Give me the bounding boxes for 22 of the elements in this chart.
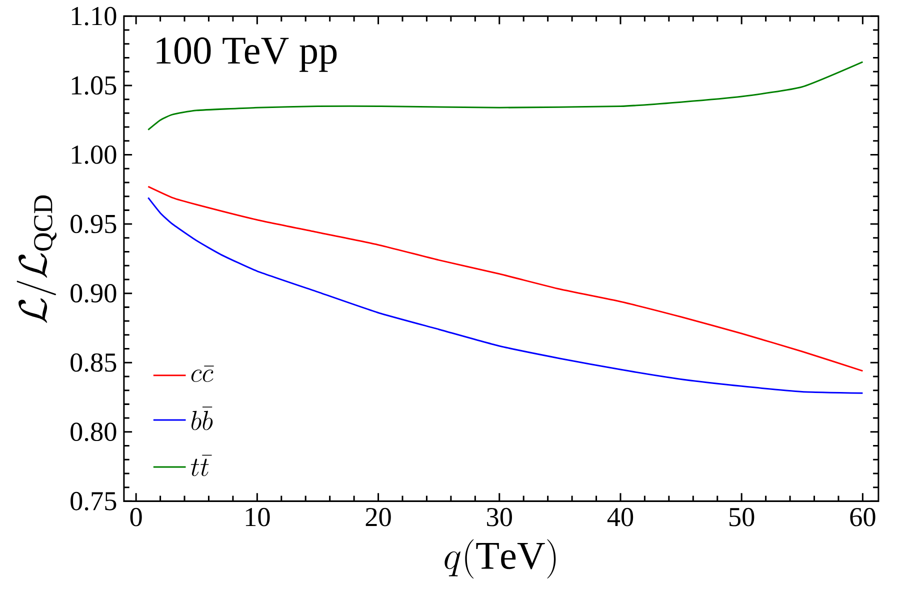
chart-title: 100 TeV pp xyxy=(156,38,337,72)
y-tick-label: 0.75 xyxy=(70,492,116,511)
y-tick-label: 0.95 xyxy=(70,214,116,234)
x-tick-label: 0 xyxy=(130,508,142,526)
x-tick-label: 40 xyxy=(607,508,634,526)
y-tick-label: 0.80 xyxy=(70,422,116,442)
x-axis-title: $q(\mathrm{TeV})$ xyxy=(444,540,556,579)
y-tick-label: 0.90 xyxy=(70,284,116,303)
line-series xyxy=(147,197,864,394)
x-tick-label: 60 xyxy=(850,508,876,526)
y-tick-label: 1.00 xyxy=(72,146,116,164)
x-tick-label: 20 xyxy=(366,508,391,526)
x-tick-label: 10 xyxy=(246,508,270,526)
legend-label: $c\bar{c}$ xyxy=(191,366,214,382)
x-tick-label: 30 xyxy=(487,508,512,526)
y-tick-label: 0.85 xyxy=(70,354,116,372)
y-axis-title: $\mathcal{L}/\mathcal{L}_{\mathrm{QCD}}$ xyxy=(16,196,57,324)
legend-label: $t\bar{t}$ xyxy=(190,455,212,476)
legend-label: $b\bar{b}$ xyxy=(192,406,213,430)
x-tick-label: 50 xyxy=(730,508,754,526)
y-tick-label: 1.05 xyxy=(72,76,116,95)
y-tick-label: 1.10 xyxy=(72,7,116,26)
